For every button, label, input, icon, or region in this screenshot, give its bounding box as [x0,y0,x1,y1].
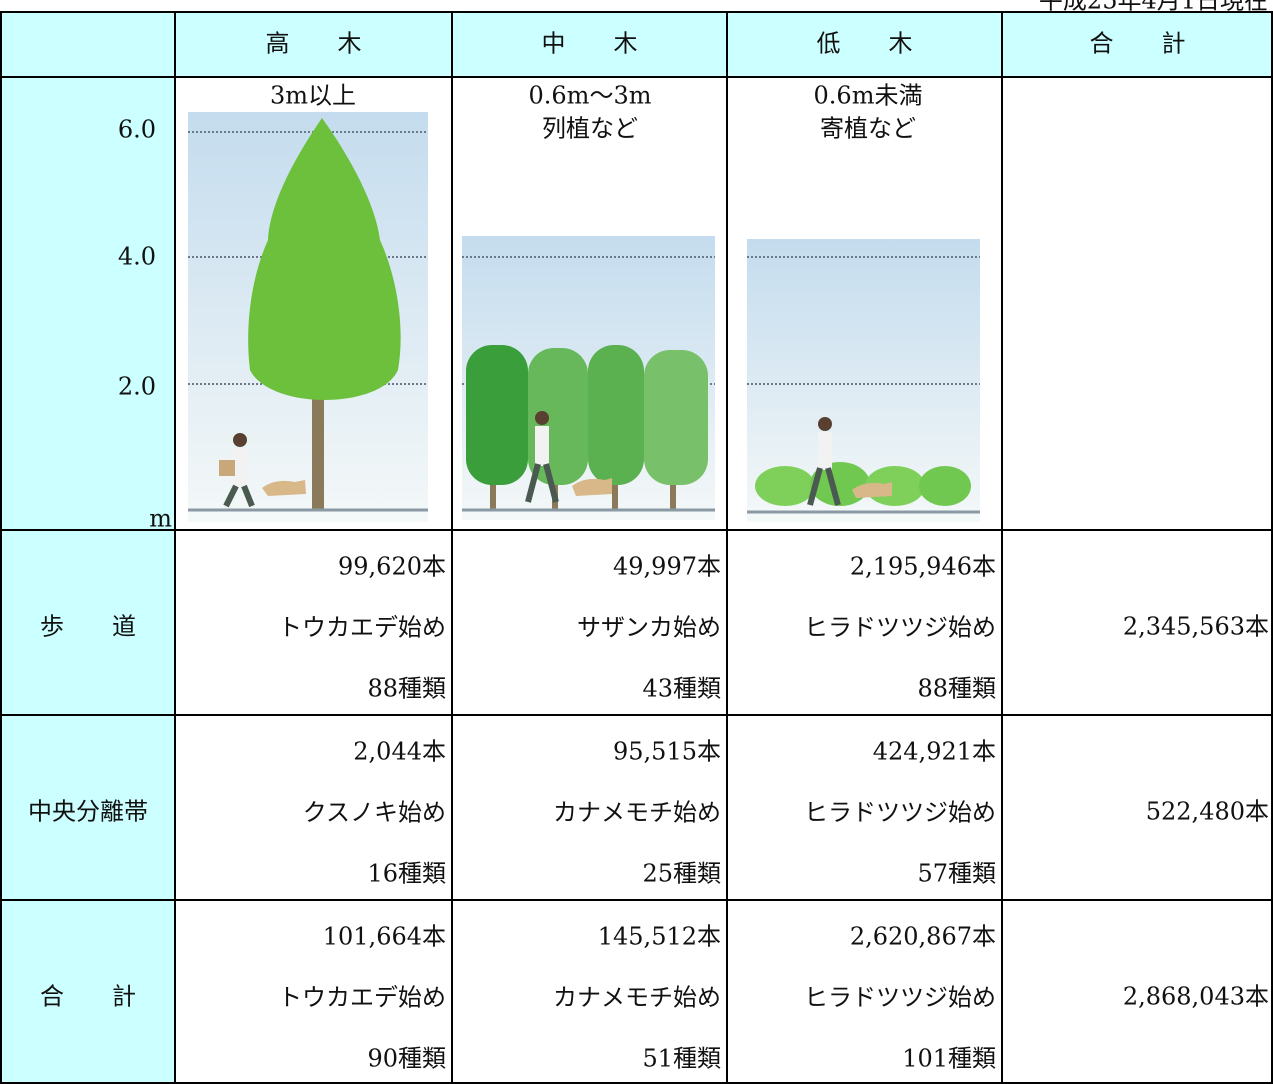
column-header: 高 木 [266,30,362,58]
header-bg [0,12,1273,77]
column-header: 中 木 [542,30,638,58]
cell-text: 95,515本 [613,738,721,766]
cell-text: 145,512本 [598,923,721,951]
cell-text: 90種類 [367,1045,446,1073]
cell-text: 101,664本 [323,923,446,951]
row-label: 歩 道 [40,613,136,641]
row-label: 中央分離帯 [28,798,148,826]
medium-tree-illustration [462,236,715,520]
row-total: 522,480本 [1146,798,1269,826]
cell-text: 99,620本 [338,553,446,581]
cell-text: サザンカ始め [577,614,721,642]
cell-text: 43種類 [642,675,721,703]
cell-text: 2,195,946本 [850,553,996,581]
cell-text: 2,044本 [353,738,446,766]
column-header: 低 木 [817,30,913,58]
date-note: 平成25年4月1日現在 [1039,0,1268,15]
scale-label: 4.0 [118,243,156,271]
cell-text: 2,620,867本 [850,923,996,951]
cell-text: 88種類 [917,675,996,703]
cell-text: ヒラドツツジ始め [804,614,996,642]
cell-text: 57種類 [917,860,996,888]
row-total: 2,345,563本 [1123,613,1269,641]
cell-text: 25種類 [642,860,721,888]
scale-unit: m [149,505,172,533]
cell-text: 49,997本 [613,553,721,581]
cell-text: 424,921本 [873,738,996,766]
label-column-bg [0,77,175,1084]
row-label: 合 計 [40,983,136,1011]
cell-text: 88種類 [367,675,446,703]
height-note: 列植など [542,115,638,143]
tall-tree-illustration [188,112,428,522]
height-note: 寄植など [820,115,916,143]
row-total: 2,868,043本 [1123,983,1269,1011]
cell-text: トウカエデ始め [278,984,446,1012]
height-note: 3m以上 [270,82,356,110]
cell-text: ヒラドツツジ始め [804,799,996,827]
cell-text: 101種類 [902,1045,996,1073]
cell-text: トウカエデ始め [278,614,446,642]
column-header: 合 計 [1090,30,1186,58]
cell-text: カナメモチ始め [553,984,721,1012]
scale-label: 2.0 [118,373,156,401]
cell-text: ヒラドツツジ始め [804,984,996,1012]
cell-text: 51種類 [642,1045,721,1073]
cell-text: 16種類 [367,860,446,888]
cell-text: カナメモチ始め [553,799,721,827]
scale-label: 6.0 [118,116,156,144]
height-note: 0.6m未満 [814,82,923,110]
cell-text: クスノキ始め [303,799,446,827]
table-grid [0,11,1273,1084]
height-note: 0.6m～3m [529,82,652,110]
low-tree-illustration [747,239,980,522]
